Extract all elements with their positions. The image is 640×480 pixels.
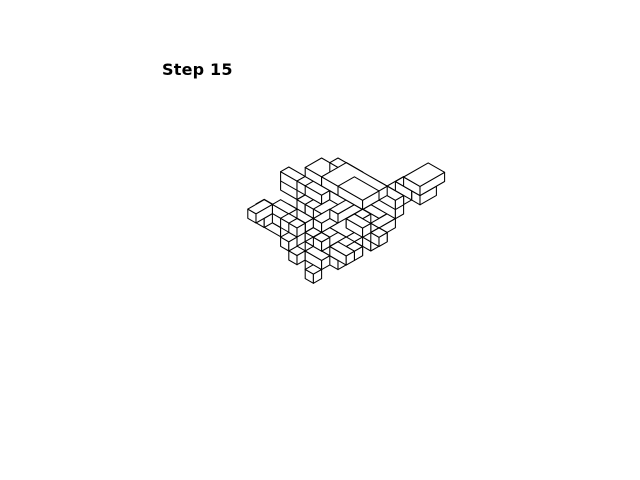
- voxel-model: [247, 157, 446, 284]
- block-top-face: [304, 245, 331, 261]
- block-top-face: [370, 227, 388, 238]
- voxel-block: [288, 217, 306, 238]
- block-top-face: [288, 217, 306, 229]
- block-top-face: [312, 232, 331, 243]
- block-top-face: [247, 199, 273, 215]
- voxel-block: [370, 227, 388, 248]
- voxel-block: [329, 241, 355, 266]
- block-top-face: [403, 162, 446, 187]
- block-top-face: [337, 176, 380, 201]
- voxel-block: [280, 231, 298, 252]
- voxel-block: [345, 213, 372, 238]
- voxel-block: [337, 176, 380, 211]
- block-top-face: [345, 213, 372, 229]
- voxel-block: [247, 199, 273, 224]
- block-top-face: [280, 231, 298, 243]
- block-top-face: [329, 241, 355, 257]
- voxel-block: [312, 232, 331, 252]
- voxel-block: [403, 162, 446, 197]
- step-title: Step 15: [162, 60, 233, 79]
- voxel-block: [304, 245, 331, 271]
